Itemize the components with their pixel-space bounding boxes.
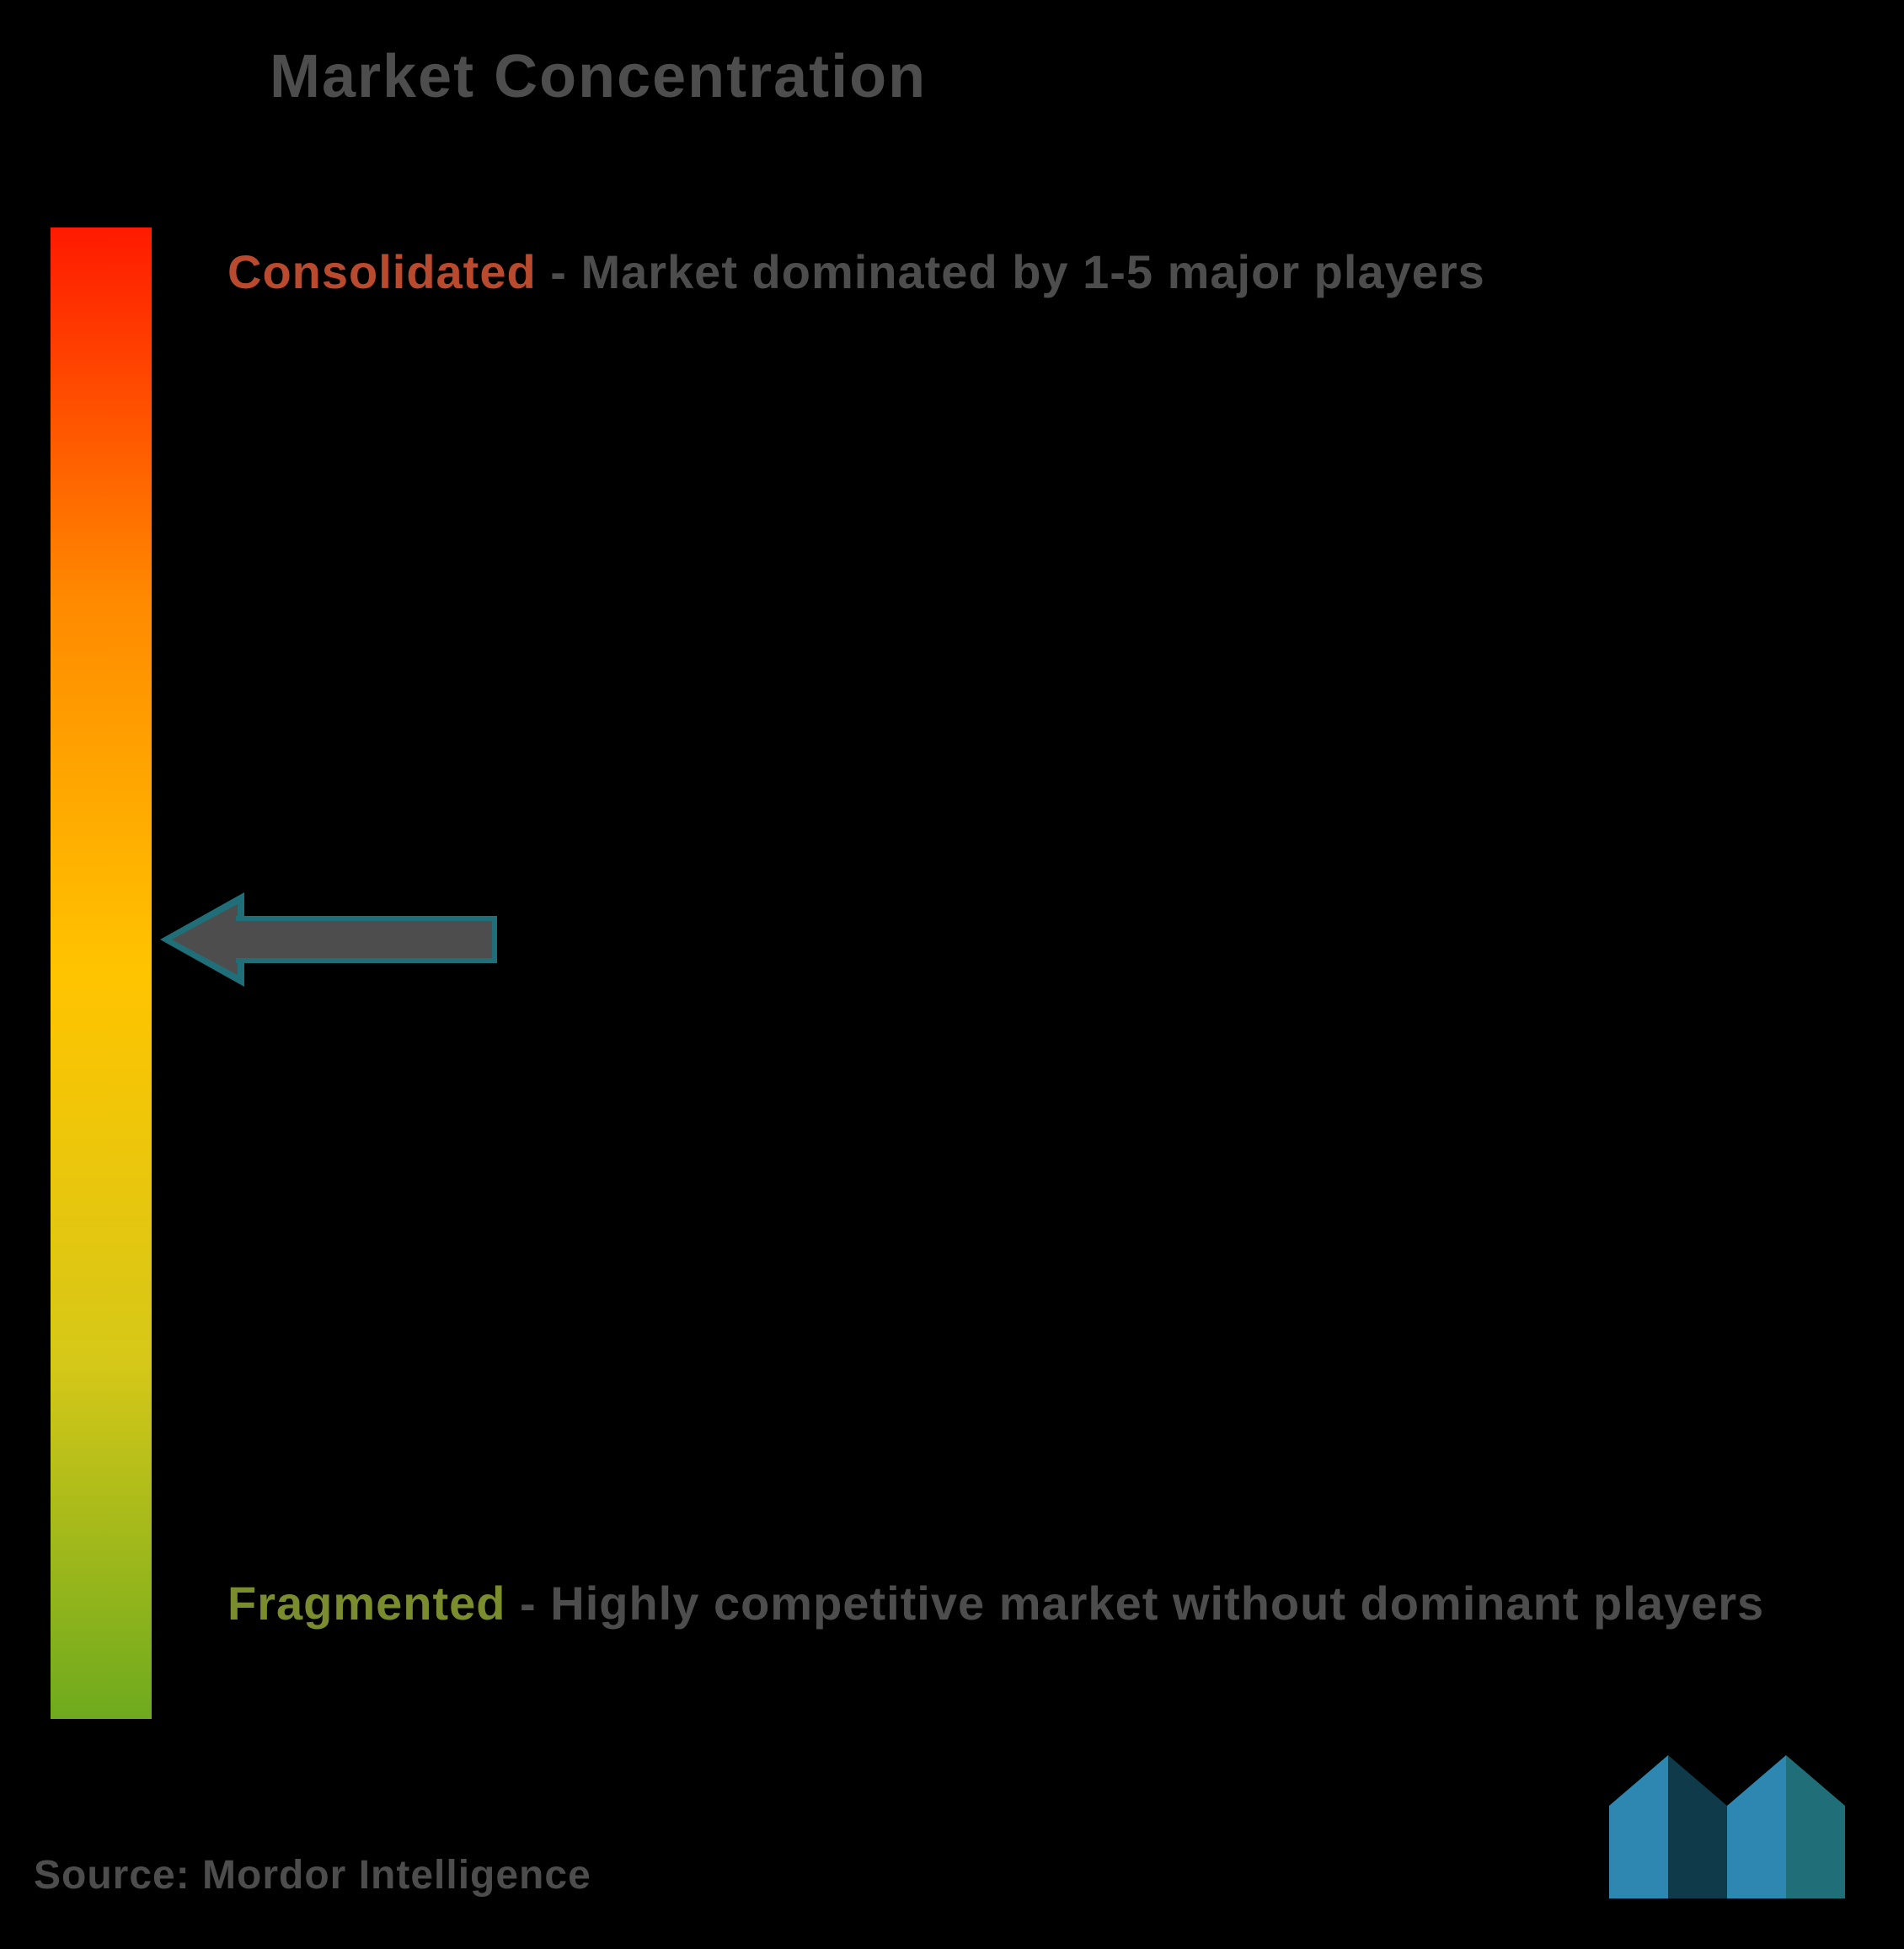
arrow-shaft — [236, 916, 497, 963]
source-text: Source: Mordor Intelligence — [34, 1852, 591, 1898]
mordor-logo-icon — [1609, 1755, 1845, 1898]
desc-consolidated: - Market dominated by 1-5 major players — [537, 245, 1485, 298]
desc-fragmented: - Highly competitive market without domi… — [506, 1577, 1765, 1630]
infographic-container: Market Concentration Consolidated - Mark… — [0, 0, 1904, 1949]
chart-title: Market Concentration — [270, 42, 927, 111]
keyword-consolidated: Consolidated — [227, 245, 537, 298]
label-fragmented: Fragmented - Highly competitive market w… — [227, 1559, 1853, 1648]
label-consolidated: Consolidated - Market dominated by 1-5 m… — [227, 228, 1853, 317]
concentration-gradient-bar — [51, 228, 152, 1719]
keyword-fragmented: Fragmented — [227, 1577, 506, 1630]
arrow-head-icon — [160, 892, 244, 987]
position-arrow — [168, 897, 497, 982]
